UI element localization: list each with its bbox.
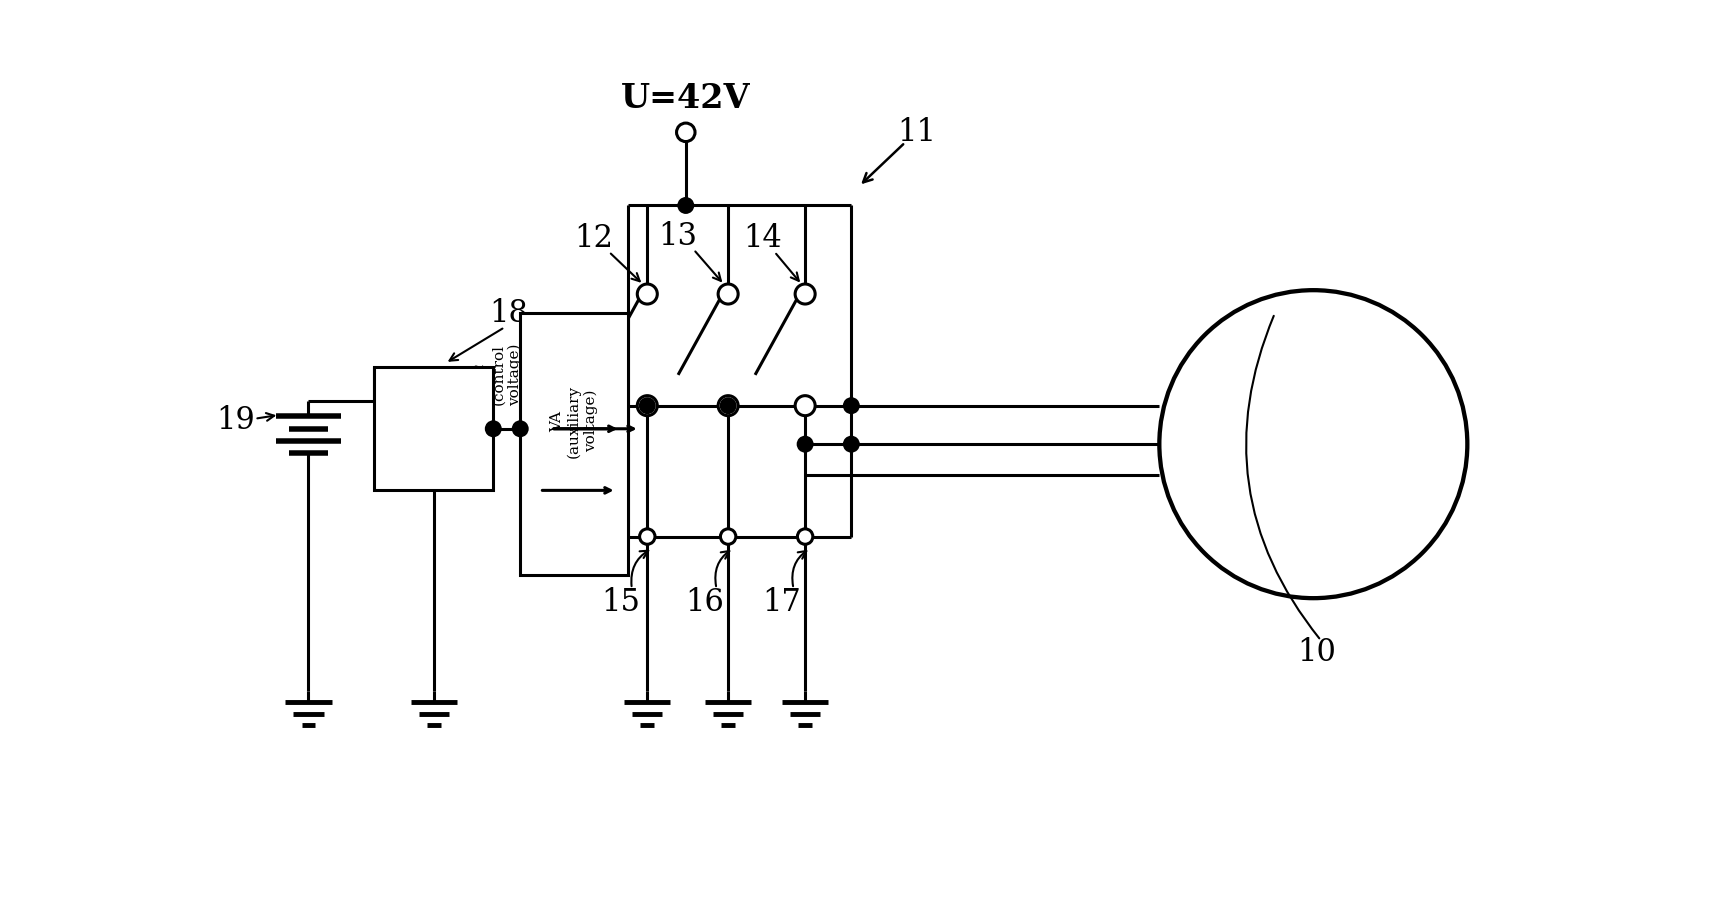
Circle shape — [676, 123, 695, 141]
Text: VA
(auxiliary
voltage): VA (auxiliary voltage) — [550, 385, 599, 458]
Text: VC
(control
voltage): VC (control voltage) — [476, 343, 523, 406]
Circle shape — [797, 436, 814, 452]
Circle shape — [485, 420, 502, 438]
Text: 17: 17 — [762, 586, 802, 617]
Text: 18: 18 — [490, 298, 528, 329]
Text: 11: 11 — [897, 117, 937, 148]
Text: 13: 13 — [659, 221, 697, 252]
Text: 15: 15 — [600, 586, 640, 617]
Circle shape — [844, 436, 859, 452]
Circle shape — [844, 397, 859, 414]
Text: U=42V: U=42V — [621, 82, 750, 115]
Circle shape — [718, 396, 738, 415]
Circle shape — [719, 397, 737, 414]
Text: 16: 16 — [685, 586, 724, 617]
Circle shape — [638, 397, 656, 414]
Circle shape — [637, 396, 657, 415]
Text: 12: 12 — [574, 223, 612, 254]
Circle shape — [640, 529, 656, 545]
Circle shape — [795, 284, 816, 304]
Circle shape — [512, 420, 528, 438]
Circle shape — [797, 529, 812, 545]
Text: 14: 14 — [743, 223, 781, 254]
Circle shape — [795, 396, 816, 415]
Circle shape — [721, 529, 737, 545]
Circle shape — [718, 284, 738, 304]
Text: 19: 19 — [216, 405, 255, 436]
Text: 10: 10 — [1297, 637, 1337, 667]
Bar — [521, 313, 628, 575]
Circle shape — [678, 197, 693, 214]
Bar — [374, 367, 493, 490]
Circle shape — [637, 284, 657, 304]
